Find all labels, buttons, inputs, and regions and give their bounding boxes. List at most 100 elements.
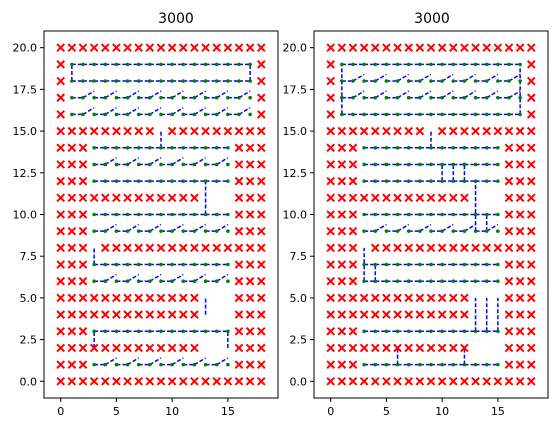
left-obstacle-marker — [78, 43, 88, 52]
right-obstacle-marker — [504, 326, 514, 336]
left-path-node — [125, 229, 130, 233]
right-obstacle-marker — [426, 310, 436, 319]
right-y-tick-label: 0.0 — [290, 375, 308, 388]
right-path-node — [418, 279, 422, 284]
left-obstacle-marker — [256, 43, 266, 52]
left-obstacle-marker — [190, 310, 199, 319]
left-path-node — [103, 329, 108, 334]
left-path-edge — [194, 223, 206, 232]
left-path-node — [159, 329, 163, 334]
left-obstacle-marker — [145, 243, 155, 253]
left-obstacle-marker — [190, 293, 199, 303]
right-obstacle-marker — [326, 210, 336, 219]
left-obstacle-marker — [78, 160, 88, 169]
left-obstacle-marker — [56, 176, 66, 186]
left-obstacle-marker — [56, 143, 66, 153]
left-obstacle-marker — [167, 377, 177, 386]
right-path-node — [451, 279, 456, 284]
right-obstacle-marker — [515, 343, 525, 353]
left-obstacle-marker — [167, 43, 177, 52]
right-path-node — [451, 179, 456, 183]
left-path-node — [159, 279, 163, 284]
left-path-node — [248, 95, 252, 100]
left-path-node — [203, 329, 208, 334]
left-path-edge — [216, 357, 229, 366]
left-obstacle-marker — [245, 160, 255, 169]
left-obstacle-marker — [178, 343, 188, 353]
left-path-node — [226, 79, 230, 83]
left-path-node — [159, 229, 163, 233]
right-path-node — [440, 162, 444, 167]
right-path-node — [429, 179, 433, 183]
right-path-node — [473, 362, 478, 367]
left-path-node — [214, 279, 219, 284]
left-path-edge — [171, 107, 184, 116]
left-path-node — [70, 79, 74, 83]
right-obstacle-marker — [415, 293, 425, 303]
right-path-node — [429, 279, 433, 284]
left-path-node — [159, 62, 163, 67]
left-path-node — [248, 112, 252, 117]
left-obstacle-marker — [256, 60, 266, 69]
left-path-node — [226, 62, 230, 67]
left-path-edge — [104, 90, 117, 99]
left-obstacle-marker — [145, 343, 155, 353]
right-path-edge — [441, 223, 454, 232]
right-y-tick-label: 20.0 — [283, 42, 308, 55]
left-path-node — [103, 62, 108, 67]
left-obstacle-marker — [245, 276, 255, 286]
right-obstacle-marker — [515, 260, 525, 269]
right-path-node — [518, 112, 522, 117]
right-obstacle-marker — [370, 293, 380, 303]
right-path-node — [496, 145, 500, 150]
right-obstacle-marker — [393, 126, 402, 136]
left-path-edge — [104, 273, 117, 282]
right-path-node — [418, 112, 422, 117]
right-path-edge — [397, 73, 410, 82]
left-path-node — [125, 362, 130, 367]
right-path-node — [496, 95, 500, 100]
left-obstacle-marker — [245, 310, 255, 319]
right-path-node — [395, 329, 400, 334]
left-path-node — [170, 179, 174, 183]
left-obstacle-marker — [67, 43, 77, 52]
left-obstacle-marker — [89, 377, 99, 386]
left-path-node — [159, 79, 163, 83]
left-path-node — [181, 62, 186, 67]
right-path-node — [496, 62, 500, 67]
left-path-node — [226, 145, 230, 150]
left-path-node — [81, 95, 85, 100]
right-obstacle-marker — [460, 310, 469, 319]
right-path-edge — [352, 73, 365, 82]
left-path-node — [159, 362, 163, 367]
right-path-node — [496, 212, 500, 217]
right-path-node — [362, 62, 366, 67]
left-obstacle-marker — [212, 377, 222, 386]
right-path-node — [351, 62, 355, 67]
right-path-node — [496, 79, 500, 83]
left-obstacle-marker — [112, 343, 121, 353]
left-path-node — [181, 179, 186, 183]
right-path-edge — [397, 223, 410, 232]
right-obstacle-marker — [348, 326, 358, 336]
left-x-tick-label: 5 — [113, 405, 120, 418]
right-path-edge — [397, 90, 410, 99]
right-path-node — [384, 179, 389, 183]
right-obstacle-marker — [515, 143, 525, 153]
left-obstacle-marker — [56, 60, 66, 69]
left-obstacle-marker — [234, 243, 244, 253]
left-obstacle-marker — [256, 110, 266, 119]
left-path-edge — [104, 107, 117, 116]
right-path-node — [406, 179, 411, 183]
left-path-node — [181, 262, 186, 267]
left-path-node — [170, 95, 174, 100]
right-obstacle-marker — [504, 143, 514, 153]
right-y-tick-label: 5.0 — [290, 292, 308, 305]
right-obstacle-marker — [415, 310, 425, 319]
left-path-node — [148, 279, 152, 284]
left-obstacle-marker — [56, 126, 66, 136]
left-obstacle-marker — [67, 276, 77, 286]
right-obstacle-marker — [348, 143, 358, 153]
right-path-node — [440, 79, 444, 83]
right-path-node — [384, 79, 389, 83]
